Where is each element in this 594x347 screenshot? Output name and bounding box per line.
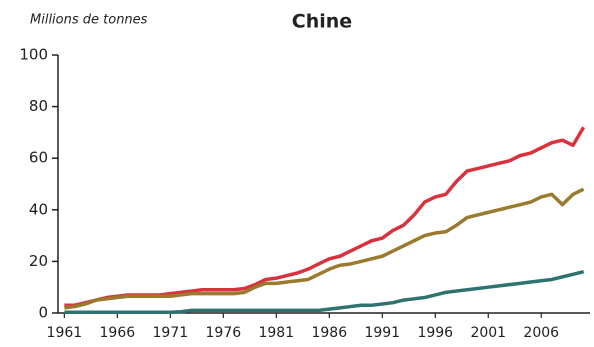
x-tick-label: 2006 bbox=[523, 325, 559, 341]
x-tick-label: 1996 bbox=[417, 325, 453, 341]
y-tick-label: 80 bbox=[29, 97, 48, 115]
x-tick-label: 1961 bbox=[47, 325, 83, 341]
y-tick-label: 20 bbox=[29, 252, 48, 270]
chart-title: Chine bbox=[292, 11, 352, 33]
x-tick-label: 2001 bbox=[470, 325, 506, 341]
series-line bbox=[64, 126, 586, 308]
x-tick-label: 1986 bbox=[311, 325, 347, 341]
series-line bbox=[64, 187, 585, 310]
y-axis-label: Millions de tonnes bbox=[30, 13, 148, 28]
x-tick-label: 1976 bbox=[206, 325, 242, 341]
y-tick-label: 100 bbox=[19, 46, 48, 64]
x-tick-label: 1966 bbox=[100, 325, 136, 341]
x-tick-label: 1981 bbox=[258, 325, 294, 341]
y-tick-label: 0 bbox=[38, 304, 48, 322]
y-tick-label: 40 bbox=[29, 200, 48, 218]
x-tick-label: 1971 bbox=[153, 325, 189, 341]
y-tick-label: 60 bbox=[29, 149, 48, 167]
series-line bbox=[64, 270, 585, 314]
x-tick-label: 1991 bbox=[364, 325, 400, 341]
